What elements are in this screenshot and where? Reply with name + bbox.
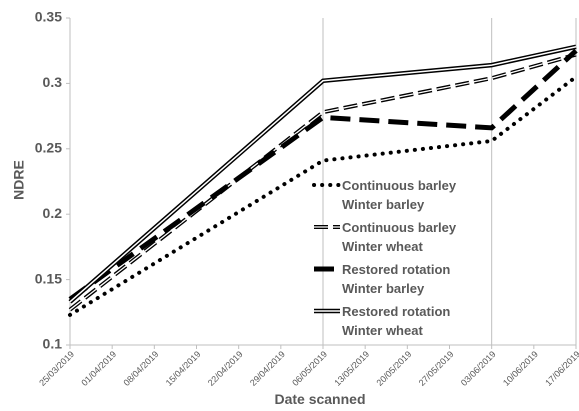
legend-swatch (314, 266, 340, 272)
legend-swatch (314, 225, 340, 229)
x-tick-label: 29/04/2019 (248, 349, 287, 388)
y-tick-label: 0.25 (35, 140, 62, 156)
x-tick-label: 13/05/2019 (332, 349, 371, 388)
legend-label: Restored rotation Winter wheat (342, 304, 451, 338)
series-line (68, 48, 578, 302)
legend: Continuous barley Winter barley Continuou… (312, 176, 482, 344)
legend-entry: Restored rotation Winter wheat (312, 302, 482, 340)
legend-entry: Restored rotation Winter barley (312, 260, 482, 298)
x-tick-label: 03/06/2019 (459, 349, 498, 388)
y-tick-label: 0.3 (43, 74, 63, 90)
series-line (68, 74, 578, 317)
x-tick-label: 06/05/2019 (290, 349, 329, 388)
x-tick-label: 27/05/2019 (417, 349, 456, 388)
legend-entry: Continuous barley Winter wheat (312, 218, 482, 256)
legend-label: Restored rotation Winter barley (342, 262, 451, 296)
x-tick-label: 17/06/2019 (543, 349, 579, 388)
y-tick-label: 0.35 (35, 9, 62, 25)
y-tick-label: 0.15 (35, 270, 62, 286)
series-line-inner (69, 46, 577, 303)
legend-entry: Continuous barley Winter barley (312, 176, 482, 214)
x-tick-label: 20/05/2019 (375, 349, 414, 388)
x-tick-label: 01/04/2019 (79, 349, 118, 388)
x-tick-label: 25/03/2019 (37, 349, 76, 388)
legend-swatch (314, 308, 340, 314)
y-tick-label: 0.2 (43, 205, 63, 221)
y-tick-label: 0.1 (43, 336, 63, 352)
legend-swatch (312, 183, 342, 187)
x-tick-label: 10/06/2019 (501, 349, 540, 388)
x-axis-title: Date scanned (274, 391, 365, 407)
x-tick-label: 22/04/2019 (206, 349, 245, 388)
legend-label: Continuous barley Winter barley (342, 178, 457, 212)
y-axis-title: NDRE (11, 160, 27, 200)
x-tick-label: 15/04/2019 (164, 349, 203, 388)
x-tick-label: 08/04/2019 (122, 349, 161, 388)
legend-label: Continuous barley Winter wheat (342, 220, 457, 254)
